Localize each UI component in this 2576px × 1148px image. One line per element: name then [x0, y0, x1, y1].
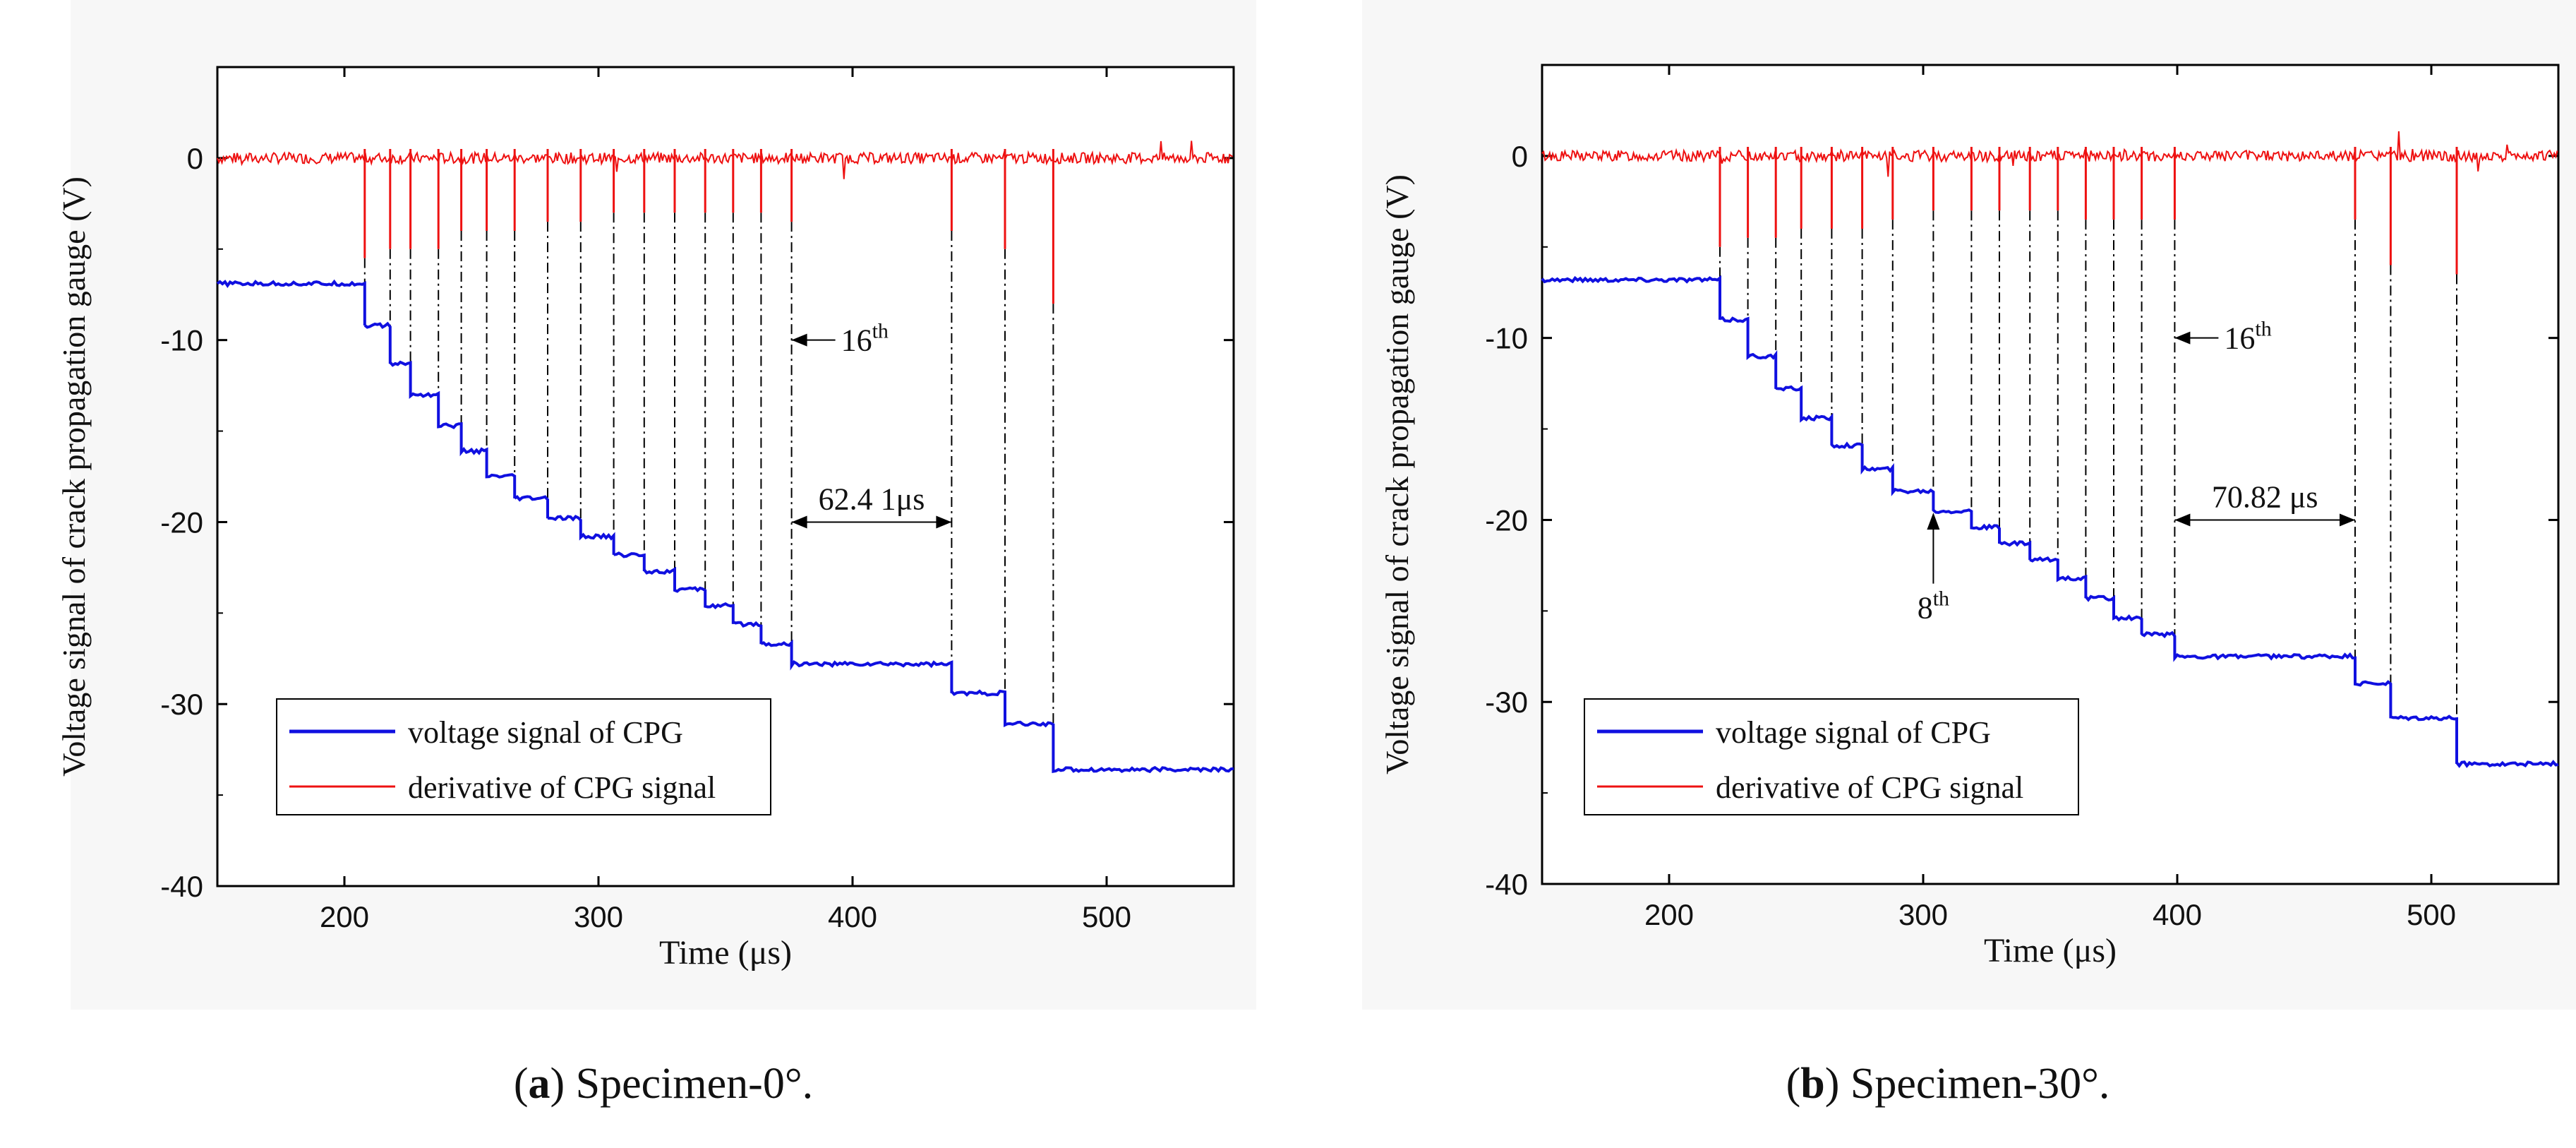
panel-a-caption-text: ) Specimen-0°.	[550, 1060, 814, 1108]
panel-b-voltage-line	[1541, 275, 2559, 768]
panel-b-x-axis-label: Time (μs)	[1984, 932, 2117, 969]
panel-a-legend: voltage signal of CPG derivative of CPG …	[276, 698, 771, 815]
panel-a-caption-open: (	[514, 1060, 529, 1108]
panel-b-x-tick-label: 400	[2153, 898, 2202, 931]
panel-a-legend-label-voltage: voltage signal of CPG	[408, 715, 683, 750]
panel-a-y-axis-label: Voltage signal of crack propagation gaug…	[56, 177, 92, 777]
panel-b-x-tick-label: 500	[2407, 898, 2456, 931]
panel-b-interval-arrow-head-left	[2174, 513, 2191, 527]
panel-b-y-tick-label: -40	[1485, 868, 1528, 901]
panel-a-caption: (a) Specimen-0°.	[514, 1060, 813, 1108]
panel-a-interval-arrow-head-left	[791, 515, 807, 529]
panel-b-y-axis-label: Voltage signal of crack propagation gaug…	[1379, 174, 1415, 775]
panel-a-interval-arrow-head-right	[936, 515, 952, 529]
panel-a-y-tick-label: -40	[160, 870, 203, 903]
panel-b-legend-label-voltage: voltage signal of CPG	[1716, 715, 1991, 750]
panel-a-y-tick-label: 0	[187, 142, 203, 175]
panel-b-x-tick-label: 300	[1898, 898, 1948, 931]
panel-a-y-tick-label: -10	[160, 324, 203, 357]
panel-b-marker-arrow-head	[1927, 513, 1940, 530]
panel-b-y-tick-label: -30	[1485, 686, 1528, 719]
panel-b-marker-label-sup: th	[1933, 587, 1949, 610]
panel-a-marker-label-sup: th	[872, 320, 889, 343]
panel-a-derivative-line	[217, 140, 1234, 179]
panel-b-marker-arrow-head	[2174, 331, 2191, 345]
panel-b-y-tick-label: 0	[1512, 140, 1528, 173]
panel-b-legend-box	[1584, 698, 2079, 815]
panel-b-caption-text: ) Specimen-30°.	[1825, 1060, 2110, 1108]
panel-b-y-tick-label: -20	[1485, 503, 1528, 537]
panel-a-legend-label-derivative: derivative of CPG signal	[408, 770, 716, 805]
panel-b-interval-label: 70.82 μs	[2212, 479, 2318, 514]
panel-b-caption-open: (	[1786, 1060, 1801, 1108]
panel-b-marker-label-sup: th	[2255, 318, 2271, 341]
panel-a-marker-arrow-head	[791, 333, 807, 347]
panel-a-x-tick-label: 400	[828, 900, 877, 933]
panel-a-x-axis-label: Time (μs)	[659, 934, 792, 971]
panel-b-legend: voltage signal of CPG derivative of CPG …	[1584, 698, 2079, 815]
panel-a-x-tick-label: 300	[574, 900, 623, 933]
panel-a-caption-letter: a	[529, 1060, 550, 1108]
panel-b-legend-label-derivative: derivative of CPG signal	[1716, 770, 2023, 805]
panel-a-y-tick-label: -30	[160, 688, 203, 721]
panel-b-y-tick-label: -10	[1485, 322, 1528, 355]
panel-a-legend-box	[276, 698, 771, 815]
panel-b-x-tick-label: 200	[1644, 898, 1694, 931]
panel-b-caption: (b) Specimen-30°.	[1786, 1060, 2110, 1108]
panel-a-interval-label: 62.4 1μs	[819, 482, 925, 516]
panel-b-interval-arrow-head-right	[2340, 513, 2355, 527]
panel-b-caption-letter: b	[1800, 1060, 1824, 1108]
panel-a-x-tick-label: 500	[1082, 900, 1131, 933]
panel-b-derivative-line	[1541, 131, 2558, 177]
panel-a-x-tick-label: 200	[320, 900, 369, 933]
panel-a-y-tick-label: -20	[160, 506, 203, 539]
panel-a-voltage-line	[216, 279, 1234, 774]
